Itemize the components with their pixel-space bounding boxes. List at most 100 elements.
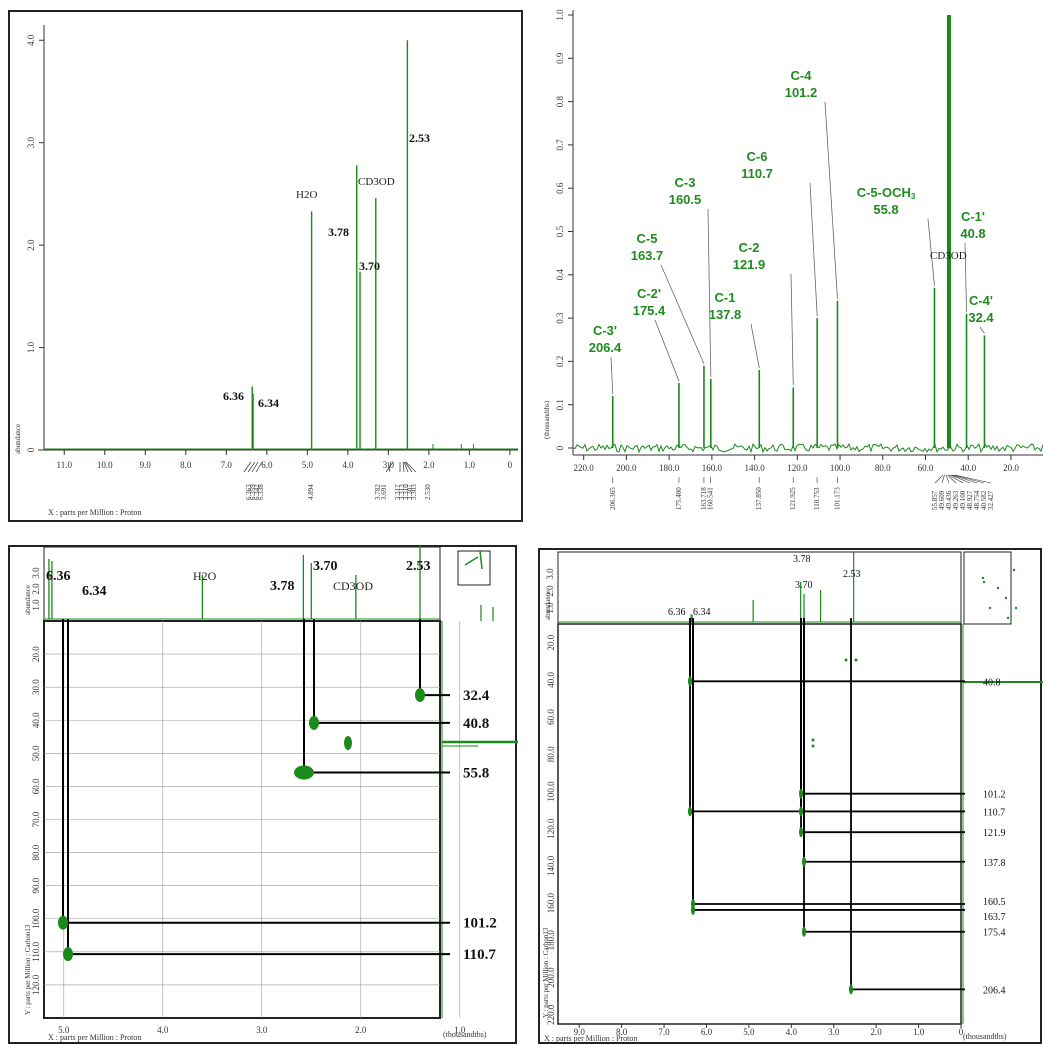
carbon-shift-label: 101.2 [463, 916, 497, 932]
proton-spectrum-panel: 0 1.0 2.0 3.0 4.0 11.0 10.0 9.0 8.0 7.0 6.0 5.0 4.0… [8, 10, 523, 522]
carbon-shift-label: 110.7 [983, 807, 1005, 818]
hmbc-peak [688, 806, 692, 817]
peak-readout: 163.718 [700, 487, 708, 510]
assignment-leader [790, 273, 794, 386]
top-tick-label: 1.0 [31, 599, 41, 611]
assignment-leader [979, 326, 985, 334]
hmbc-peak [811, 738, 815, 742]
x-axis-label: X : parts per Million : Proton [48, 508, 141, 517]
top-projection-frame [557, 551, 962, 625]
peak-readout: 3.691 [380, 484, 388, 500]
y-tick-label: 220.0 [546, 1004, 556, 1025]
assignment-shift: 101.2 [785, 85, 818, 100]
y-tick-label: 0 [555, 445, 565, 450]
inset-mark [1004, 596, 1008, 600]
y-axis-label: Y : parts per Million : Carbon13 [542, 927, 550, 1018]
top-peak-label: 6.36 [46, 569, 71, 584]
inset-mark [982, 580, 986, 584]
peak-readout: 49.100 [959, 490, 967, 510]
x-axis-label: X : parts per Million : Proton [544, 1034, 637, 1043]
y-tick-label: 40.0 [546, 671, 556, 687]
top-peak-label: 3.70 [313, 559, 338, 574]
x-tick-label: 200.0 [616, 463, 637, 473]
x-tick-label: 6.0 [261, 460, 273, 470]
peak-label-253: 2.53 [409, 131, 430, 145]
hsqc-peak [344, 736, 352, 750]
top-tick-label: 1.0 [545, 602, 555, 614]
hmbc-peak [691, 904, 695, 915]
inset-mark [996, 586, 1000, 590]
x-tick-label: 10.0 [97, 460, 113, 470]
y-tick-label: 0.7 [555, 139, 565, 151]
top-peak-label: 6.36 [668, 607, 686, 618]
inset-mark [988, 606, 992, 610]
peak-readout: 6.338 [257, 484, 265, 500]
peak-label-636: 6.36 [223, 389, 244, 403]
assignment-name: C-4' [969, 293, 993, 308]
peak-label-634: 6.34 [258, 396, 279, 410]
top-tick-label: 3.0 [545, 568, 555, 580]
assignment-shift: 163.7 [631, 248, 664, 263]
readout-leader [941, 474, 945, 484]
inset-mark [1006, 616, 1010, 620]
solvent-peak [947, 15, 951, 448]
y-tick-label: 0.5 [555, 225, 565, 237]
x-tick-label: 80.0 [875, 463, 891, 473]
carbon-spectrum-panel: 0 0.1 0.2 0.3 0.4 0.5 0.6 0.7 0.8 0.9 1.0 220.0 200… [533, 5, 1043, 517]
x-tick-label: 1.0 [464, 460, 476, 470]
top-tick-label: 3.0 [31, 567, 41, 579]
readout-leader [954, 474, 992, 484]
assignment-shift: 160.5 [669, 192, 702, 207]
y-tick-label: 120.0 [546, 818, 556, 839]
peak-readout: 6.359 [249, 484, 257, 500]
y-tick-label: 90.0 [31, 877, 41, 893]
y-tick-label: 80.0 [546, 746, 556, 762]
hmbc-peak [811, 744, 815, 748]
x-tick-label: 5.0 [743, 1027, 755, 1037]
hsqc-peak [63, 947, 73, 962]
carbon-shift-label: 55.8 [463, 766, 489, 782]
assignment-leader [824, 101, 838, 299]
x-tick-label: 1.0 [913, 1027, 925, 1037]
y-axis-label: (thousandths) [543, 400, 551, 439]
hmbc-peak [799, 788, 803, 799]
cd3od-label: CD3OD [358, 176, 395, 188]
hmbc-peak [802, 926, 806, 937]
peak-readout: 49.263 [952, 490, 960, 510]
peak-readout: 206.365 [609, 487, 617, 510]
top-tick-label: 2.0 [545, 585, 555, 597]
top-peak-label: 6.34 [82, 584, 107, 599]
y-tick-label: 40.0 [31, 712, 41, 728]
top-peak-label: 6.34 [693, 607, 711, 618]
assignment-shift: 175.4 [633, 303, 666, 318]
x-tick-label: 140.0 [744, 463, 765, 473]
panel-frame [8, 10, 523, 522]
peak-readout: 160.541 [707, 487, 715, 510]
peak-readout: 3.310 [402, 484, 410, 500]
top-peak-label: 3.78 [793, 554, 811, 565]
assignment-leader [660, 264, 705, 364]
y-tick-label: 20.0 [546, 634, 556, 650]
assignment-leader [750, 323, 760, 369]
hmbc-peak [799, 827, 803, 838]
x-tick-label: 2.0 [355, 1025, 367, 1035]
peak-readout: 49.609 [938, 490, 946, 510]
x-tick-label: 2.0 [871, 1027, 883, 1037]
assignment-leader [707, 208, 712, 377]
top-peak-label: 2.53 [406, 559, 431, 574]
hmbc-panel: 40.8 101.2 110.7 121.9 137.8 160.5 163.7 175.4 2… [538, 548, 1043, 1045]
y-tick-label: 110.0 [31, 941, 41, 961]
x-tick-label: 120.0 [787, 463, 808, 473]
assignment-leader [964, 242, 967, 312]
carbon-shift-label: 40.8 [463, 716, 489, 732]
assignment-name: C-6 [747, 149, 768, 164]
y-tick-label: 1.0 [555, 9, 565, 21]
readout-leader [934, 474, 944, 484]
baseline-noise [572, 442, 1043, 454]
assignment-name: C-2 [739, 240, 760, 255]
assignment-name: C-1 [715, 290, 736, 305]
y-tick-label: 0.2 [555, 356, 565, 367]
hsqc-peak [415, 688, 425, 703]
peak-readout: 32.427 [987, 490, 995, 510]
h2o-label: H2O [296, 189, 317, 201]
